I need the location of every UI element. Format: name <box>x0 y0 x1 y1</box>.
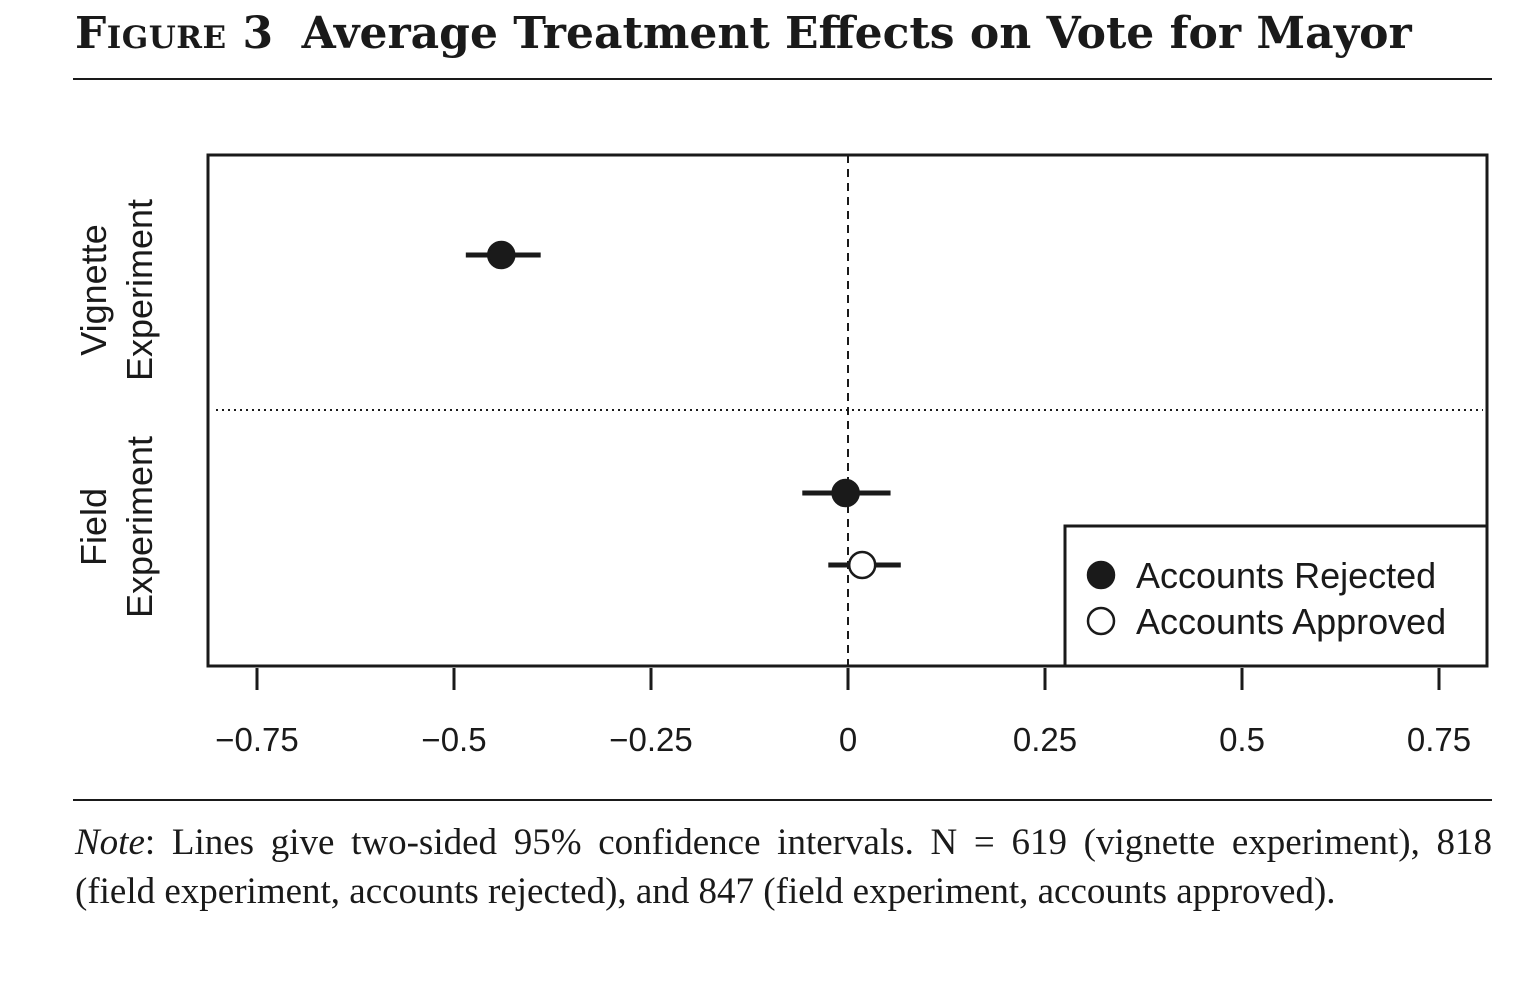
group-label: Experiment <box>119 436 160 618</box>
group-label: Experiment <box>119 199 160 381</box>
bottom-rule <box>73 799 1492 801</box>
legend-marker-open <box>1086 606 1116 636</box>
x-tick-label: 0 <box>839 721 857 758</box>
x-tick-label: 0.75 <box>1407 721 1471 758</box>
legend-marker-filled <box>1086 560 1116 590</box>
figure-number: Figure 3 <box>75 8 274 59</box>
legend-box <box>1063 524 1489 668</box>
note-text: : Lines give two-sided 95% confidence in… <box>75 822 1492 912</box>
point-open <box>847 550 877 580</box>
x-tick-label: −0.5 <box>421 721 486 758</box>
top-rule <box>73 78 1492 80</box>
x-tick-label: 0.5 <box>1219 721 1265 758</box>
point-filled <box>487 240 516 270</box>
figure-note: Note: Lines give two-sided 95% confidenc… <box>75 818 1492 916</box>
x-tick-label: −0.75 <box>215 721 299 758</box>
group-label: Vignette <box>73 224 114 355</box>
legend-label: Accounts Rejected <box>1136 555 1436 596</box>
group-label: Field <box>73 488 114 566</box>
point-filled <box>831 478 860 508</box>
note-label: Note <box>75 822 145 863</box>
figure-title: Average Treatment Effects on Vote for Ma… <box>301 8 1412 59</box>
legend-label: Accounts Approved <box>1136 601 1446 642</box>
figure-header: Figure 3 Average Treatment Effects on Vot… <box>75 8 1412 59</box>
x-tick-label: −0.25 <box>609 721 693 758</box>
x-tick-label: 0.25 <box>1013 721 1077 758</box>
